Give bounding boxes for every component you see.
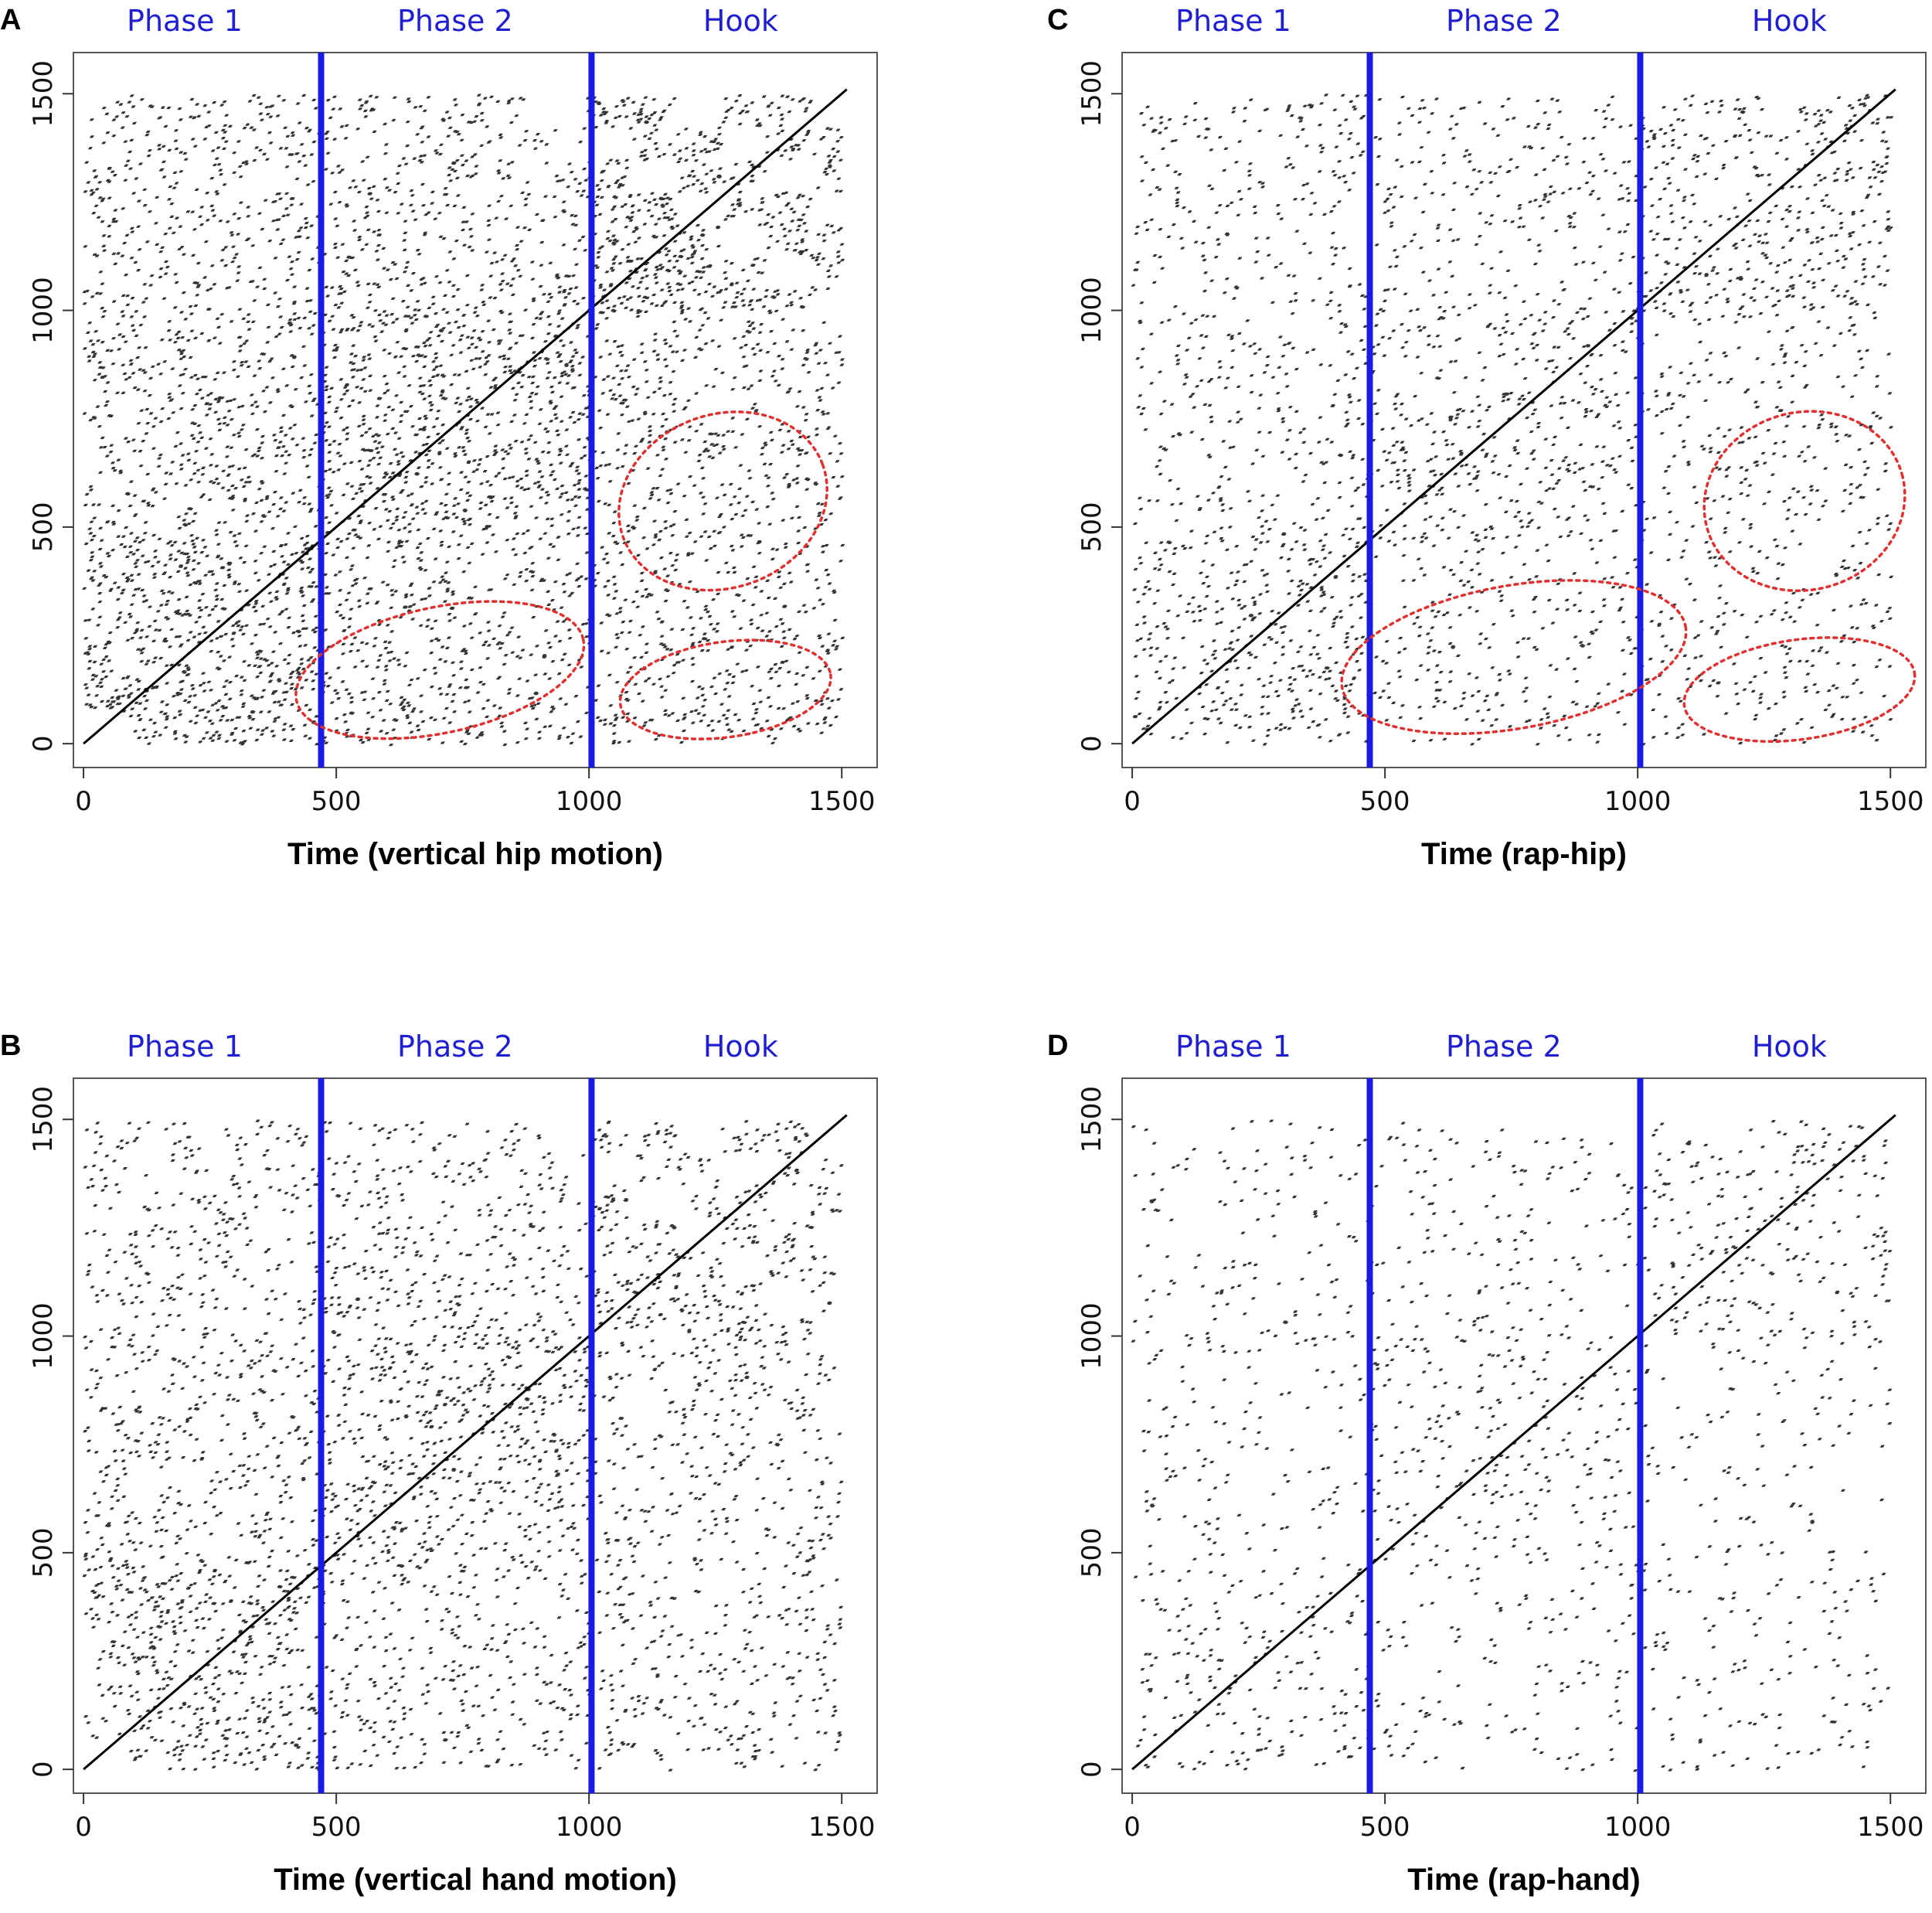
x-tick-label: 500	[311, 1812, 362, 1843]
x-axis-title: Time (rap-hand)	[1407, 1863, 1641, 1897]
plot-frame	[1121, 1077, 1927, 1794]
phase-label: Phase 1	[1175, 1030, 1291, 1064]
plot-frame	[1121, 52, 1927, 768]
x-tick-label: 0	[1124, 786, 1141, 817]
main-diagonal	[1131, 1114, 1896, 1771]
x-tick-label: 1500	[1857, 1812, 1924, 1843]
main-diagonal	[83, 88, 848, 745]
x-tick-label: 1500	[808, 786, 876, 817]
y-tick-label: 1000	[28, 1302, 59, 1370]
y-tick-label: 0	[28, 735, 59, 752]
x-tick-label: 1500	[1857, 786, 1924, 817]
x-axis-title: Time (vertical hip motion)	[287, 837, 663, 871]
phase-label: Phase 1	[1175, 4, 1291, 38]
y-tick-label: 1000	[28, 277, 59, 344]
panel-letter: A	[0, 4, 21, 36]
x-tick-label: 1000	[1604, 1812, 1672, 1843]
phase-label: Hook	[703, 4, 778, 38]
x-axis-title: Time (rap-hip)	[1421, 837, 1627, 871]
x-tick-label: 500	[1360, 1812, 1410, 1843]
panel-a: A Phase 1 Phase 2 Hook 0 500 1000 1500 0 500 1000 1…	[0, 4, 878, 871]
recurrence-points	[82, 1114, 848, 1772]
highlight-ellipse	[1682, 636, 1917, 744]
x-tick-label: 1500	[808, 1812, 876, 1843]
y-tick-label: 500	[28, 1527, 59, 1578]
phase-label: Phase 2	[397, 1030, 513, 1064]
x-tick-label: 1000	[556, 786, 623, 817]
x-tick-label: 500	[311, 786, 362, 817]
phase-label: Phase 2	[1446, 1030, 1562, 1064]
x-tick-label: 1000	[556, 1812, 623, 1843]
phase-label: Phase 2	[1446, 4, 1562, 38]
y-tick-label: 0	[1077, 735, 1107, 752]
y-tick-label: 500	[1077, 1527, 1107, 1578]
highlight-ellipse	[618, 638, 832, 740]
y-tick-label: 500	[28, 502, 59, 552]
y-tick-label: 0	[28, 1761, 59, 1778]
y-tick-label: 1000	[1077, 277, 1107, 344]
phase-label: Hook	[703, 1030, 778, 1064]
panel-c: C Phase 1 Phase 2 Hook 0 500 1000 1500 0 500 1000 1…	[1047, 4, 1927, 871]
phase-label: Phase 1	[127, 1030, 243, 1064]
x-tick-label: 0	[75, 1812, 92, 1843]
y-tick-label: 1000	[1077, 1302, 1107, 1370]
y-tick-label: 1500	[28, 1086, 59, 1153]
x-tick-label: 0	[75, 786, 92, 817]
y-tick-label: 1500	[28, 60, 59, 128]
x-tick-label: 1000	[1604, 786, 1672, 817]
phase-label: Phase 1	[127, 4, 243, 38]
panel-letter: D	[1047, 1030, 1068, 1062]
panel-b: B Phase 1 Phase 2 Hook 0 500 1000 1500 0 500 1000 1…	[0, 1030, 878, 1897]
main-diagonal	[83, 1114, 848, 1771]
highlight-ellipse	[1340, 579, 1688, 735]
x-axis-title: Time (vertical hand motion)	[274, 1863, 677, 1897]
phase-label: Phase 2	[397, 4, 513, 38]
panel-d: D Phase 1 Phase 2 Hook 0 500 1000 1500 0 500 1000 1…	[1047, 1030, 1927, 1897]
y-tick-label: 1500	[1077, 60, 1107, 128]
recurrence-points	[82, 88, 848, 747]
highlight-ellipse	[1702, 410, 1906, 593]
plot-frame	[73, 1077, 878, 1794]
main-diagonal	[1131, 88, 1896, 745]
x-tick-label: 0	[1124, 1812, 1141, 1843]
highlight-ellipse	[617, 410, 828, 592]
recurrence-points	[1131, 88, 1896, 746]
panel-letter: C	[1047, 4, 1068, 36]
plot-frame	[73, 52, 878, 768]
y-tick-label: 1500	[1077, 1086, 1107, 1153]
phase-label: Hook	[1752, 4, 1827, 38]
y-tick-label: 0	[1077, 1761, 1107, 1778]
y-tick-label: 500	[1077, 502, 1107, 552]
phase-label: Hook	[1752, 1030, 1827, 1064]
recurrence-points	[1131, 1114, 1896, 1772]
x-tick-label: 500	[1360, 786, 1410, 817]
panel-letter: B	[0, 1030, 21, 1062]
highlight-ellipse	[294, 600, 586, 740]
